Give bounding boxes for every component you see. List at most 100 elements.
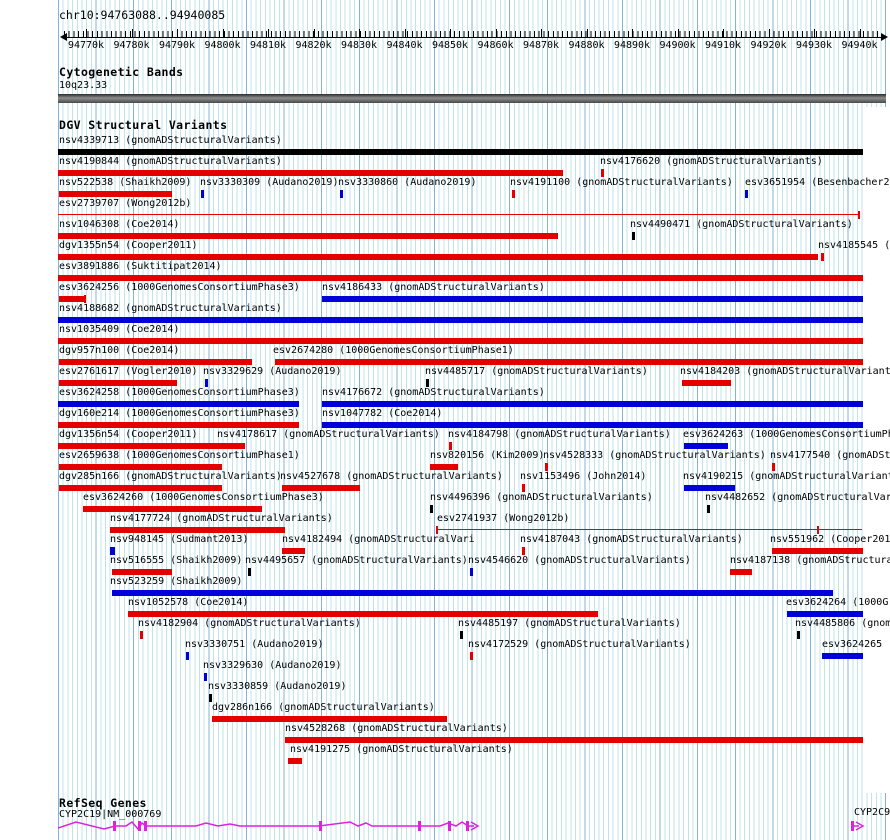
variant-label[interactable]: nsv4191100 (gnomADStructuralVariants) [510,177,733,188]
variant-label[interactable]: nsv3330309 (Audano2019) [200,177,339,188]
variant-bar[interactable] [58,254,818,260]
variant-bar[interactable] [282,485,360,491]
variant-label[interactable]: esv3624265 [822,639,883,650]
variant-bar[interactable] [285,737,863,743]
variant-bar[interactable] [186,652,189,660]
variant-label[interactable]: esv3624264 (1000G [786,597,889,608]
variant-label[interactable]: esv3624260 (1000GenomesConsortiumPhase3) [83,492,324,503]
variant-bar[interactable] [522,547,525,555]
variant-label[interactable]: esv2739707 (Wong2012b) [59,198,192,209]
variant-bar[interactable] [83,506,262,512]
variant-label[interactable]: nsv820156 (Kim2009) [430,450,545,461]
variant-label[interactable]: nsv4496396 (gnomADStructuralVariants) [430,492,653,503]
variant-bar[interactable] [59,485,222,491]
variant-bar[interactable] [59,464,222,470]
variant-label[interactable]: nsv1052578 (Coe2014) [128,597,249,608]
variant-bar[interactable] [822,653,863,659]
variant-label[interactable]: esv3624256 (1000GenomesConsortiumPhase3) [59,282,300,293]
variant-bar[interactable] [322,401,863,407]
variant-label[interactable]: dgv160e214 (1000GenomesConsortiumPhase3) [59,408,300,419]
variant-bar[interactable] [59,191,172,197]
variant-label[interactable]: nsv4177540 (gnomADSt [770,450,890,461]
variant-bar[interactable] [58,317,863,323]
variant-label[interactable]: nsv4485806 (gnom [795,618,890,629]
variant-label[interactable]: nsv4182494 (gnomADStructuralVari [282,534,475,545]
variant-bar[interactable] [522,484,525,492]
variant-bar[interactable] [707,505,710,513]
variant-label[interactable]: nsv523259 (Shaikh2009) [110,576,243,587]
variant-bar[interactable] [437,529,862,530]
variant-label[interactable]: dgv1355n54 (Cooper2011) [59,240,198,251]
variant-label[interactable]: nsv4528333 (gnomADStructuralVariants) [543,450,766,461]
cytoband-bar[interactable] [58,94,886,103]
variant-bar[interactable] [797,631,800,639]
variant-label[interactable]: esv2761617 (Vogler2010) [59,366,198,377]
variant-label[interactable]: nsv4527678 (gnomADStructuralVariants) [280,471,503,482]
variant-bar[interactable] [730,569,752,575]
variant-label[interactable]: nsv1035409 (Coe2014) [59,324,180,335]
variant-label[interactable]: nsv4490471 (gnomADStructuralVariants) [630,219,853,230]
variant-bar[interactable] [112,590,833,596]
variant-bar[interactable] [84,295,86,303]
variant-bar[interactable] [58,275,863,281]
variant-bar[interactable] [601,169,604,177]
variant-bar[interactable] [275,359,863,365]
variant-bar[interactable] [322,422,863,428]
variant-bar[interactable] [632,232,635,240]
variant-bar[interactable] [58,233,558,239]
variant-label[interactable]: nsv4177724 (gnomADStructuralVariants) [110,513,333,524]
variant-label[interactable]: nsv1153496 (John2014) [520,471,647,482]
variant-bar[interactable] [204,673,207,681]
variant-bar[interactable] [140,631,143,639]
variant-bar[interactable] [110,547,115,555]
variant-label[interactable]: nsv1047782 (Coe2014) [322,408,443,419]
variant-bar[interactable] [112,569,172,575]
variant-label[interactable]: esv3624258 (1000GenomesConsortiumPhase3) [59,387,300,398]
variant-label[interactable]: nsv1046308 (Coe2014) [59,219,180,230]
variant-label[interactable]: nsv4186433 (gnomADStructuralVariants) [322,282,545,293]
variant-label[interactable]: nsv4185545 ( [818,240,890,251]
variant-label[interactable]: nsv4182904 (gnomADStructuralVariants) [138,618,361,629]
variant-label[interactable]: nsv4482652 (gnomADStructuralVar [705,492,890,503]
variant-bar[interactable] [205,379,208,387]
variant-bar[interactable] [817,526,819,534]
variant-bar[interactable] [772,463,775,471]
variant-bar[interactable] [340,190,343,198]
variant-bar[interactable] [322,296,863,302]
variant-label[interactable]: nsv4190844 (gnomADStructuralVariants) [59,156,282,167]
variant-bar[interactable] [110,527,285,533]
variant-bar[interactable] [426,379,429,387]
variant-label[interactable]: dgv286n166 (gnomADStructuralVariants) [212,702,435,713]
variant-label[interactable]: nsv4176672 (gnomADStructuralVariants) [322,387,545,398]
variant-bar[interactable] [430,505,433,513]
variant-label[interactable]: nsv4187138 (gnomADStructura [730,555,890,566]
variant-bar[interactable] [545,463,548,471]
variant-label[interactable]: nsv4191275 (gnomADStructuralVariants) [290,744,513,755]
variant-bar[interactable] [201,190,204,198]
variant-label[interactable]: nsv3330860 (Audano2019) [338,177,477,188]
variant-label[interactable]: nsv948145 (Sudmant2013) [110,534,249,545]
variant-bar[interactable] [772,548,863,554]
gene-name-cyp2c19[interactable]: CYP2C19|NM_000769 [59,809,162,820]
variant-bar[interactable] [212,716,447,722]
variant-bar[interactable] [58,401,299,407]
variant-bar[interactable] [58,149,863,155]
variant-label[interactable]: nsv4190215 (gnomADStructuralVariant [683,471,890,482]
variant-bar[interactable] [684,485,735,491]
variant-label[interactable]: nsv3330751 (Audano2019) [185,639,324,650]
variant-bar[interactable] [58,338,863,344]
variant-bar[interactable] [58,443,245,449]
variant-label[interactable]: dgv1356n54 (Cooper2011) [59,429,198,440]
variant-label[interactable]: nsv3330859 (Audano2019) [208,681,347,692]
variant-label[interactable]: nsv551962 (Cooper201 [770,534,890,545]
refseq-gene-glyphs[interactable] [58,818,890,836]
variant-bar[interactable] [59,296,85,302]
variant-label[interactable]: esv2674280 (1000GenomesConsortiumPhase1) [273,345,514,356]
gene-name-cyp2c9[interactable]: CYP2C9 [854,807,890,818]
variant-bar[interactable] [684,443,728,449]
variant-label[interactable]: nsv4188682 (gnomADStructuralVariants) [59,303,282,314]
variant-label[interactable]: nsv4546620 (gnomADStructuralVariants) [468,555,691,566]
variant-bar[interactable] [512,190,515,198]
variant-bar[interactable] [59,380,177,386]
variant-bar[interactable] [470,652,473,660]
